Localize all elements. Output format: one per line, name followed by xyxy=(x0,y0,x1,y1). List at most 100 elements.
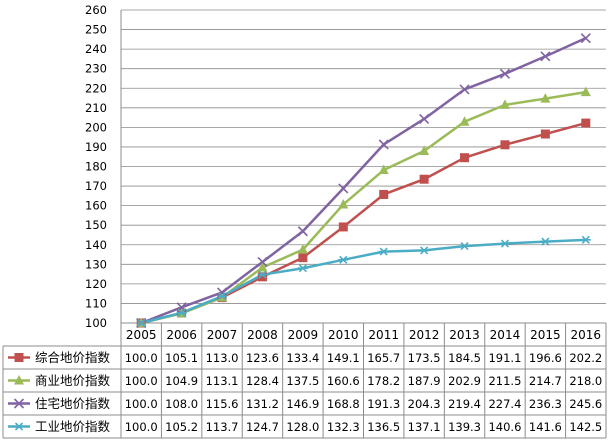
table-value-cell: 191.3 xyxy=(367,397,400,411)
marker-star xyxy=(378,247,389,256)
table-value-cell: 128.0 xyxy=(286,420,319,434)
x-category-label: 2011 xyxy=(368,328,399,342)
table-value-cell: 219.4 xyxy=(448,397,481,411)
y-tick-label: 220 xyxy=(85,81,107,95)
table-value-cell: 142.5 xyxy=(569,420,602,434)
marker-star xyxy=(297,264,308,273)
marker-triangle xyxy=(499,99,510,109)
x-category-label: 2012 xyxy=(409,328,440,342)
marker-triangle xyxy=(297,244,308,254)
legend-series-name: 商业地价指数 xyxy=(35,373,111,388)
y-tick-label: 240 xyxy=(85,42,107,56)
series-markers xyxy=(136,33,591,329)
marker-star xyxy=(459,242,470,251)
marker-square xyxy=(460,153,470,163)
x-category-label: 2016 xyxy=(571,328,602,342)
table-value-cell: 218.0 xyxy=(569,374,602,388)
marker-triangle xyxy=(378,164,389,175)
table-value-cell: 236.3 xyxy=(529,397,562,411)
marker-triangle xyxy=(257,261,268,272)
table-value-cell: 139.3 xyxy=(448,420,481,434)
y-tick-label: 170 xyxy=(85,179,107,193)
marker-triangle xyxy=(580,86,591,97)
y-tick-label: 180 xyxy=(85,160,107,174)
table-value-cell: 113.1 xyxy=(206,374,239,388)
marker-x xyxy=(419,113,430,125)
table-value-cell: 137.5 xyxy=(286,374,319,388)
data-table: 2005 2006 2007 2008 2009 2010 2011 2012 2013 2014… xyxy=(2,322,607,439)
marker-x xyxy=(499,68,511,79)
legend-series-name: 综合地价指数 xyxy=(35,350,111,365)
x-category-label: 2008 xyxy=(247,328,278,342)
marker-square xyxy=(581,118,591,128)
table-value-cell: 227.4 xyxy=(488,397,521,411)
table-value-cell: 146.9 xyxy=(286,397,319,411)
x-category-label: 2006 xyxy=(166,328,197,342)
table-value-cell: 133.4 xyxy=(286,351,319,365)
table-value-cell: 165.7 xyxy=(367,351,400,365)
y-tick-label: 210 xyxy=(85,101,107,115)
series-line xyxy=(140,90,586,325)
table-value-cell: 100.0 xyxy=(125,397,158,411)
marker-square xyxy=(379,189,389,199)
marker-star xyxy=(419,246,430,255)
table-value-cell: 128.4 xyxy=(246,374,279,388)
y-tick-label: 140 xyxy=(85,238,107,252)
marker-triangle xyxy=(459,116,470,126)
series-marker-group xyxy=(136,33,591,329)
series-line xyxy=(140,37,587,325)
table-value-cell: 105.2 xyxy=(165,420,198,434)
marker-x xyxy=(257,256,268,268)
series-line xyxy=(140,238,586,325)
y-tick-label: 230 xyxy=(85,62,107,76)
table-value-cell: 204.3 xyxy=(408,397,441,411)
marker-square xyxy=(298,253,308,263)
table-value-cell: 136.5 xyxy=(367,420,400,434)
table-value-cell: 149.1 xyxy=(327,351,360,365)
table-value-cell: 113.7 xyxy=(206,420,239,434)
table-value-cell: 173.5 xyxy=(408,351,441,365)
marker-triangle xyxy=(540,93,551,103)
table-value-cell: 140.6 xyxy=(488,420,521,434)
table-value-cell: 100.0 xyxy=(125,420,158,434)
marker-square xyxy=(257,272,267,282)
x-category-label: 2014 xyxy=(490,328,521,342)
marker-square xyxy=(338,222,348,232)
table-value-cell: 100.0 xyxy=(125,351,158,365)
marker-square xyxy=(14,353,24,362)
y-tick-label: 160 xyxy=(85,199,107,213)
x-category-label: 2013 xyxy=(449,328,480,342)
series-marker-group xyxy=(136,118,591,328)
marker-square xyxy=(419,174,429,184)
table-value-cell: 211.5 xyxy=(488,374,521,388)
y-tick-label: 250 xyxy=(85,23,107,37)
marker-x xyxy=(580,33,591,44)
marker-star xyxy=(14,422,24,431)
marker-star xyxy=(499,239,510,248)
table-value-cell: 108.0 xyxy=(165,397,198,411)
table-value-cell: 191.1 xyxy=(488,351,521,365)
table-value-cell: 124.7 xyxy=(246,420,279,434)
table-value-cell: 202.9 xyxy=(448,374,481,388)
table-value-cell: 245.6 xyxy=(569,397,602,411)
marker-star xyxy=(176,308,187,317)
y-tick-label: 130 xyxy=(85,257,107,271)
series-line xyxy=(140,121,587,325)
table-value-cell: 100.0 xyxy=(125,374,158,388)
y-axis: 100 110 120 130 140 150 160 170 180 190 200 210 220 2… xyxy=(85,3,107,330)
table-value-cell: 113.0 xyxy=(206,351,239,365)
marker-triangle xyxy=(338,198,349,209)
y-tick-label: 120 xyxy=(85,277,107,291)
series-marker-group xyxy=(136,86,591,327)
gridlines xyxy=(120,9,606,323)
table-value-cell: 160.6 xyxy=(327,374,360,388)
marker-star xyxy=(580,235,591,244)
table-value-cell: 105.1 xyxy=(165,351,198,365)
table-value-cell: 178.2 xyxy=(367,374,400,388)
marker-x xyxy=(297,226,308,237)
y-tick-label: 110 xyxy=(85,296,107,310)
table-value-cell: 214.7 xyxy=(529,374,562,388)
table-value-cell: 123.6 xyxy=(246,351,279,365)
y-tick-label: 200 xyxy=(85,120,107,134)
